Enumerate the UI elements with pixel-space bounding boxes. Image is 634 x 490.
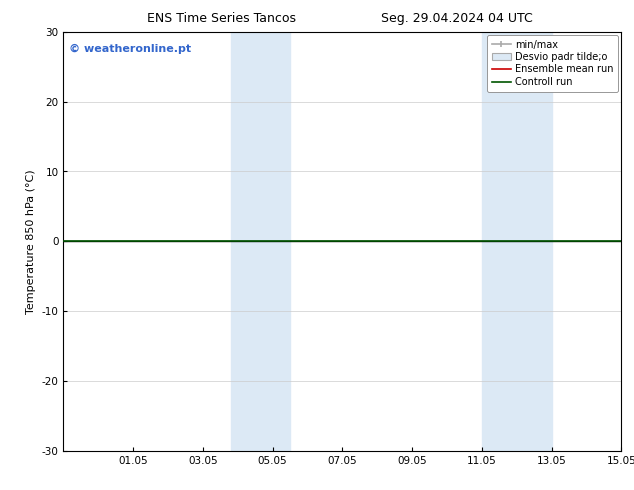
Bar <box>482 32 552 451</box>
Legend: min/max, Desvio padr tilde;o, Ensemble mean run, Controll run: min/max, Desvio padr tilde;o, Ensemble m… <box>487 35 618 92</box>
Text: © weatheronline.pt: © weatheronline.pt <box>69 45 191 54</box>
Text: Seg. 29.04.2024 04 UTC: Seg. 29.04.2024 04 UTC <box>380 12 533 25</box>
Bar <box>231 32 290 451</box>
Y-axis label: Temperature 850 hPa (°C): Temperature 850 hPa (°C) <box>26 169 36 314</box>
Text: ENS Time Series Tancos: ENS Time Series Tancos <box>147 12 297 25</box>
